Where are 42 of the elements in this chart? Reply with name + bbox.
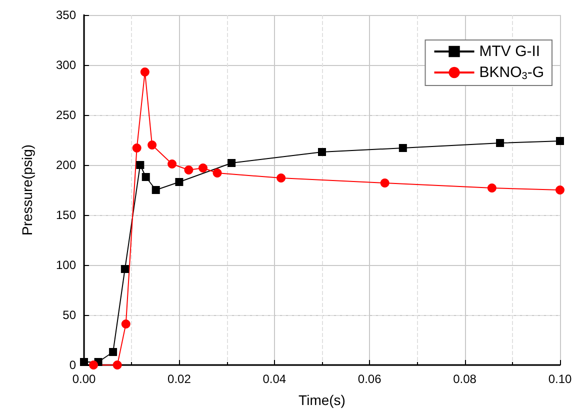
point [276, 174, 286, 182]
point [228, 159, 236, 167]
point [556, 186, 564, 194]
point [112, 360, 122, 370]
point [148, 140, 157, 150]
legend-label: MTV G-II [479, 43, 540, 60]
point [109, 348, 118, 356]
point [142, 173, 150, 181]
point [152, 186, 160, 194]
point [184, 166, 194, 174]
y-axis-title: Pressure(psig) [19, 144, 35, 236]
point [175, 178, 184, 186]
y-tick-label: 0 [69, 358, 76, 372]
point [140, 68, 150, 76]
y-tick-label: 50 [62, 308, 76, 322]
y-tick-label: 250 [56, 108, 76, 122]
point [380, 178, 390, 188]
y-tick-label: 150 [56, 208, 76, 222]
x-tick-label: 0.08 [453, 372, 477, 386]
point [212, 168, 222, 178]
point [121, 320, 130, 328]
x-tick-label: 0.00 [72, 372, 96, 386]
point [556, 137, 564, 145]
y-tick-label: 100 [56, 258, 76, 272]
point [136, 161, 144, 169]
point [318, 148, 326, 156]
point [496, 139, 504, 147]
x-tick-label: 0.10 [548, 372, 572, 386]
x-tick-label: 0.04 [262, 372, 286, 386]
x-tick-label: 0.02 [168, 372, 192, 386]
point [168, 160, 177, 168]
point [487, 184, 496, 192]
point [132, 144, 142, 152]
x-tick-label: 0.06 [358, 372, 382, 386]
point [398, 144, 407, 152]
y-tick-label: 200 [56, 158, 76, 172]
x-axis-title: Time(s) [298, 392, 346, 408]
point [198, 164, 208, 172]
y-tick-label: 300 [56, 58, 76, 72]
y-tick-label: 350 [56, 8, 76, 22]
point [120, 265, 129, 273]
point [89, 360, 98, 370]
